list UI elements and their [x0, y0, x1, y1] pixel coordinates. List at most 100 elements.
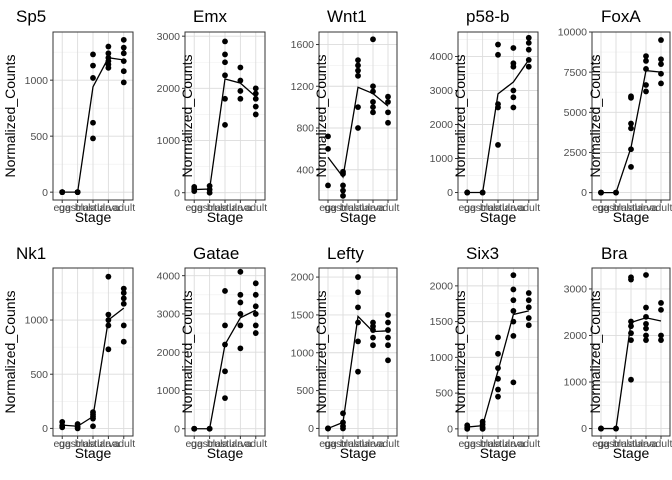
x-axis-label: Stage: [75, 445, 112, 461]
data-point: [479, 189, 486, 196]
data-point: [658, 80, 664, 87]
data-point: [355, 289, 361, 296]
x-axis-label: Stage: [613, 445, 650, 461]
data-point: [510, 94, 517, 101]
data-point: [643, 82, 649, 88]
data-point: [525, 322, 532, 329]
data-point: [385, 342, 391, 349]
x-tick-label: adult: [112, 438, 135, 450]
y-tick-label: 2000: [291, 272, 315, 284]
data-point: [120, 295, 127, 302]
data-point: [510, 272, 517, 279]
panel-title: Six3: [466, 244, 499, 263]
y-tick-label: 3000: [430, 85, 454, 97]
data-point: [613, 189, 619, 196]
y-axis-label: Normalized_Counts: [313, 291, 329, 414]
x-tick-label: blastula: [340, 438, 376, 450]
x-tick-label: adult: [244, 438, 267, 450]
data-point: [222, 59, 228, 66]
x-tick-label: blastula: [340, 202, 376, 214]
data-point: [628, 323, 634, 330]
data-point: [495, 386, 501, 393]
data-point: [206, 183, 213, 189]
data-point: [120, 58, 127, 65]
x-tick-label: larva: [502, 202, 525, 214]
y-tick-label: 1600: [291, 39, 315, 51]
data-point: [658, 70, 664, 77]
data-point: [340, 410, 346, 417]
mean-line: [194, 78, 257, 191]
x-tick-label: adult: [517, 202, 540, 214]
data-point: [120, 50, 127, 57]
x-tick-label: blastula: [75, 438, 111, 450]
data-point: [658, 37, 664, 43]
y-axis-label: Normalized_Counts: [587, 55, 603, 178]
data-point: [495, 393, 501, 400]
data-point: [495, 375, 501, 382]
x-tick-label: gastrula: [464, 438, 502, 450]
x-tick-label: egg: [458, 438, 476, 450]
x-axis-label: Stage: [207, 445, 244, 461]
data-point: [340, 192, 346, 199]
panel-nk1: Nk1 0 500 1000 egggastrulablastulalarvaadult…: [2, 244, 135, 461]
panel-title: Gatae: [193, 244, 239, 263]
data-point: [237, 322, 244, 329]
data-point: [385, 319, 391, 326]
data-point: [495, 334, 501, 341]
mean-line: [62, 57, 124, 193]
data-point: [252, 85, 259, 92]
x-tick-label: larva: [97, 438, 120, 450]
data-point: [222, 72, 228, 79]
data-point: [252, 90, 259, 97]
data-point: [370, 334, 376, 341]
panel-title: Emx: [193, 7, 228, 26]
data-point: [59, 419, 66, 425]
y-tick-label: 0: [447, 187, 453, 199]
data-point: [658, 337, 664, 344]
data-point: [120, 285, 127, 292]
data-point: [643, 325, 649, 332]
data-point: [191, 184, 198, 190]
y-tick-label: 800: [296, 123, 314, 135]
x-tick-label: gastrula: [324, 438, 362, 450]
data-point: [252, 103, 259, 110]
data-point: [222, 95, 228, 102]
x-tick-label: adult: [650, 202, 672, 214]
data-point: [628, 164, 634, 170]
data-point: [237, 291, 244, 298]
data-point: [370, 109, 376, 116]
panel-wnt1: Wnt1 400 800 1200 1600 egggastrulablastulalar…: [291, 7, 400, 225]
data-point: [628, 330, 634, 337]
y-tick-label: 2000: [430, 280, 454, 292]
data-point: [222, 322, 228, 329]
data-point: [222, 395, 228, 402]
data-point: [105, 317, 112, 323]
data-point: [90, 409, 96, 416]
data-point: [90, 62, 96, 69]
x-tick-label: larva: [635, 438, 658, 450]
x-tick-label: gastrula: [59, 438, 97, 450]
data-point: [74, 189, 81, 196]
data-point: [495, 350, 501, 357]
x-tick-label: gastrula: [597, 202, 635, 214]
y-axis-label: Normalized_Counts: [313, 55, 329, 178]
y-tick-label: 500: [30, 369, 48, 381]
data-point: [658, 306, 664, 313]
data-point: [510, 318, 517, 325]
panel-emx: Emx 0 1000 2000 3000 egggastrulablastulalarva…: [157, 7, 268, 225]
y-tick-label: 1200: [291, 81, 315, 93]
y-tick-label: 2000: [157, 347, 181, 359]
data-point: [385, 334, 391, 341]
data-point: [658, 56, 664, 63]
data-point: [495, 101, 501, 107]
data-point: [222, 121, 228, 128]
data-point: [120, 79, 127, 86]
y-tick-label: 500: [435, 388, 453, 400]
data-point: [222, 288, 228, 294]
x-axis-label: Stage: [613, 209, 650, 225]
data-point: [628, 93, 634, 100]
data-point: [510, 379, 517, 386]
data-point: [370, 99, 376, 105]
data-point: [325, 145, 331, 152]
y-tick-label: 400: [296, 164, 314, 176]
